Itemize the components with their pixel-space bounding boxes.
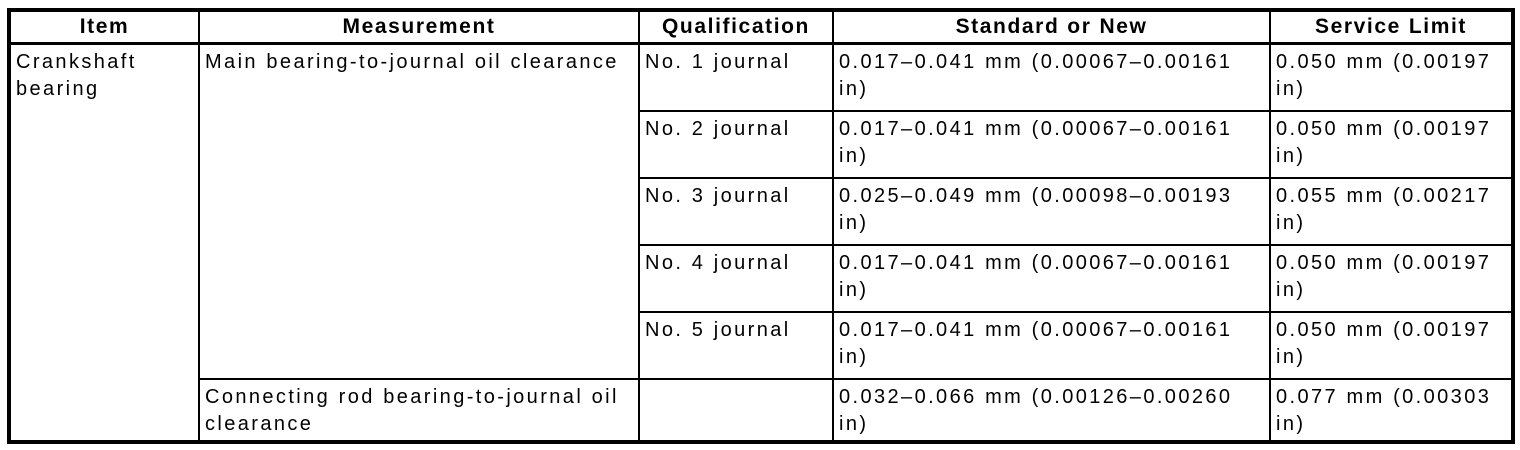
cell-qualification: No. 3 journal: [638, 176, 834, 246]
col-header-item: Item: [8, 9, 200, 45]
cell-standard: 0.017–0.041 mm (0.00067–0.00161 in): [832, 310, 1271, 380]
cell-service-limit: 0.050 mm (0.00197 in): [1269, 310, 1514, 380]
table-row-journal-5: No. 5 journal 0.017–0.041 mm (0.00067–0.…: [9, 310, 1514, 380]
cell-service-limit: 0.050 mm (0.00197 in): [1269, 243, 1514, 313]
cell-measurement-main: Main bearing-to-journal oil clearance: [198, 42, 640, 380]
cell-qualification-empty: [638, 377, 834, 443]
cell-standard: 0.017–0.041 mm (0.00067–0.00161 in): [832, 42, 1271, 112]
col-header-measurement: Measurement: [198, 9, 640, 45]
table-row-journal-1: Crankshaft bearing Main bearing-to-journ…: [8, 42, 1514, 443]
cell-service-limit: 0.050 mm (0.00197 in): [1269, 109, 1514, 179]
cell-service-limit: 0.077 mm (0.00303 in): [1269, 377, 1514, 443]
table-row-journal-3: No. 3 journal 0.025–0.049 mm (0.00098–0.…: [9, 176, 1514, 246]
cell-standard: 0.032–0.066 mm (0.00126–0.00260 in): [832, 377, 1271, 443]
cell-service-limit: 0.055 mm (0.00217 in): [1269, 176, 1514, 246]
col-header-qualification: Qualification: [638, 9, 834, 45]
col-header-service-limit: Service Limit: [1269, 9, 1514, 45]
cell-service-limit: 0.050 mm (0.00197 in): [1269, 42, 1514, 112]
cell-qualification: No. 5 journal: [638, 310, 834, 380]
header-row: Item Measurement Qualification Standard …: [8, 9, 1514, 45]
table-row-journal-2: No. 2 journal 0.017–0.041 mm (0.00067–0.…: [9, 109, 1514, 179]
cell-qualification: No. 1 journal: [638, 42, 834, 112]
cell-standard: 0.025–0.049 mm (0.00098–0.00193 in): [832, 176, 1271, 246]
cell-qualification: No. 2 journal: [638, 109, 834, 179]
table-row-journal-4: No. 4 journal 0.017–0.041 mm (0.00067–0.…: [9, 243, 1514, 313]
col-header-standard-or-new: Standard or New: [832, 9, 1271, 45]
cell-item: Crankshaft bearing: [8, 42, 200, 443]
crankshaft-bearing-spec-table: Item Measurement Qualification Standard …: [7, 8, 1515, 444]
table-row-connecting-rod: Connecting rod bearing-to-journal oil cl…: [9, 377, 1514, 443]
cell-standard: 0.017–0.041 mm (0.00067–0.00161 in): [832, 243, 1271, 313]
cell-qualification: No. 4 journal: [638, 243, 834, 313]
cell-standard: 0.017–0.041 mm (0.00067–0.00161 in): [832, 109, 1271, 179]
cell-measurement-connecting-rod: Connecting rod bearing-to-journal oil cl…: [198, 377, 640, 443]
